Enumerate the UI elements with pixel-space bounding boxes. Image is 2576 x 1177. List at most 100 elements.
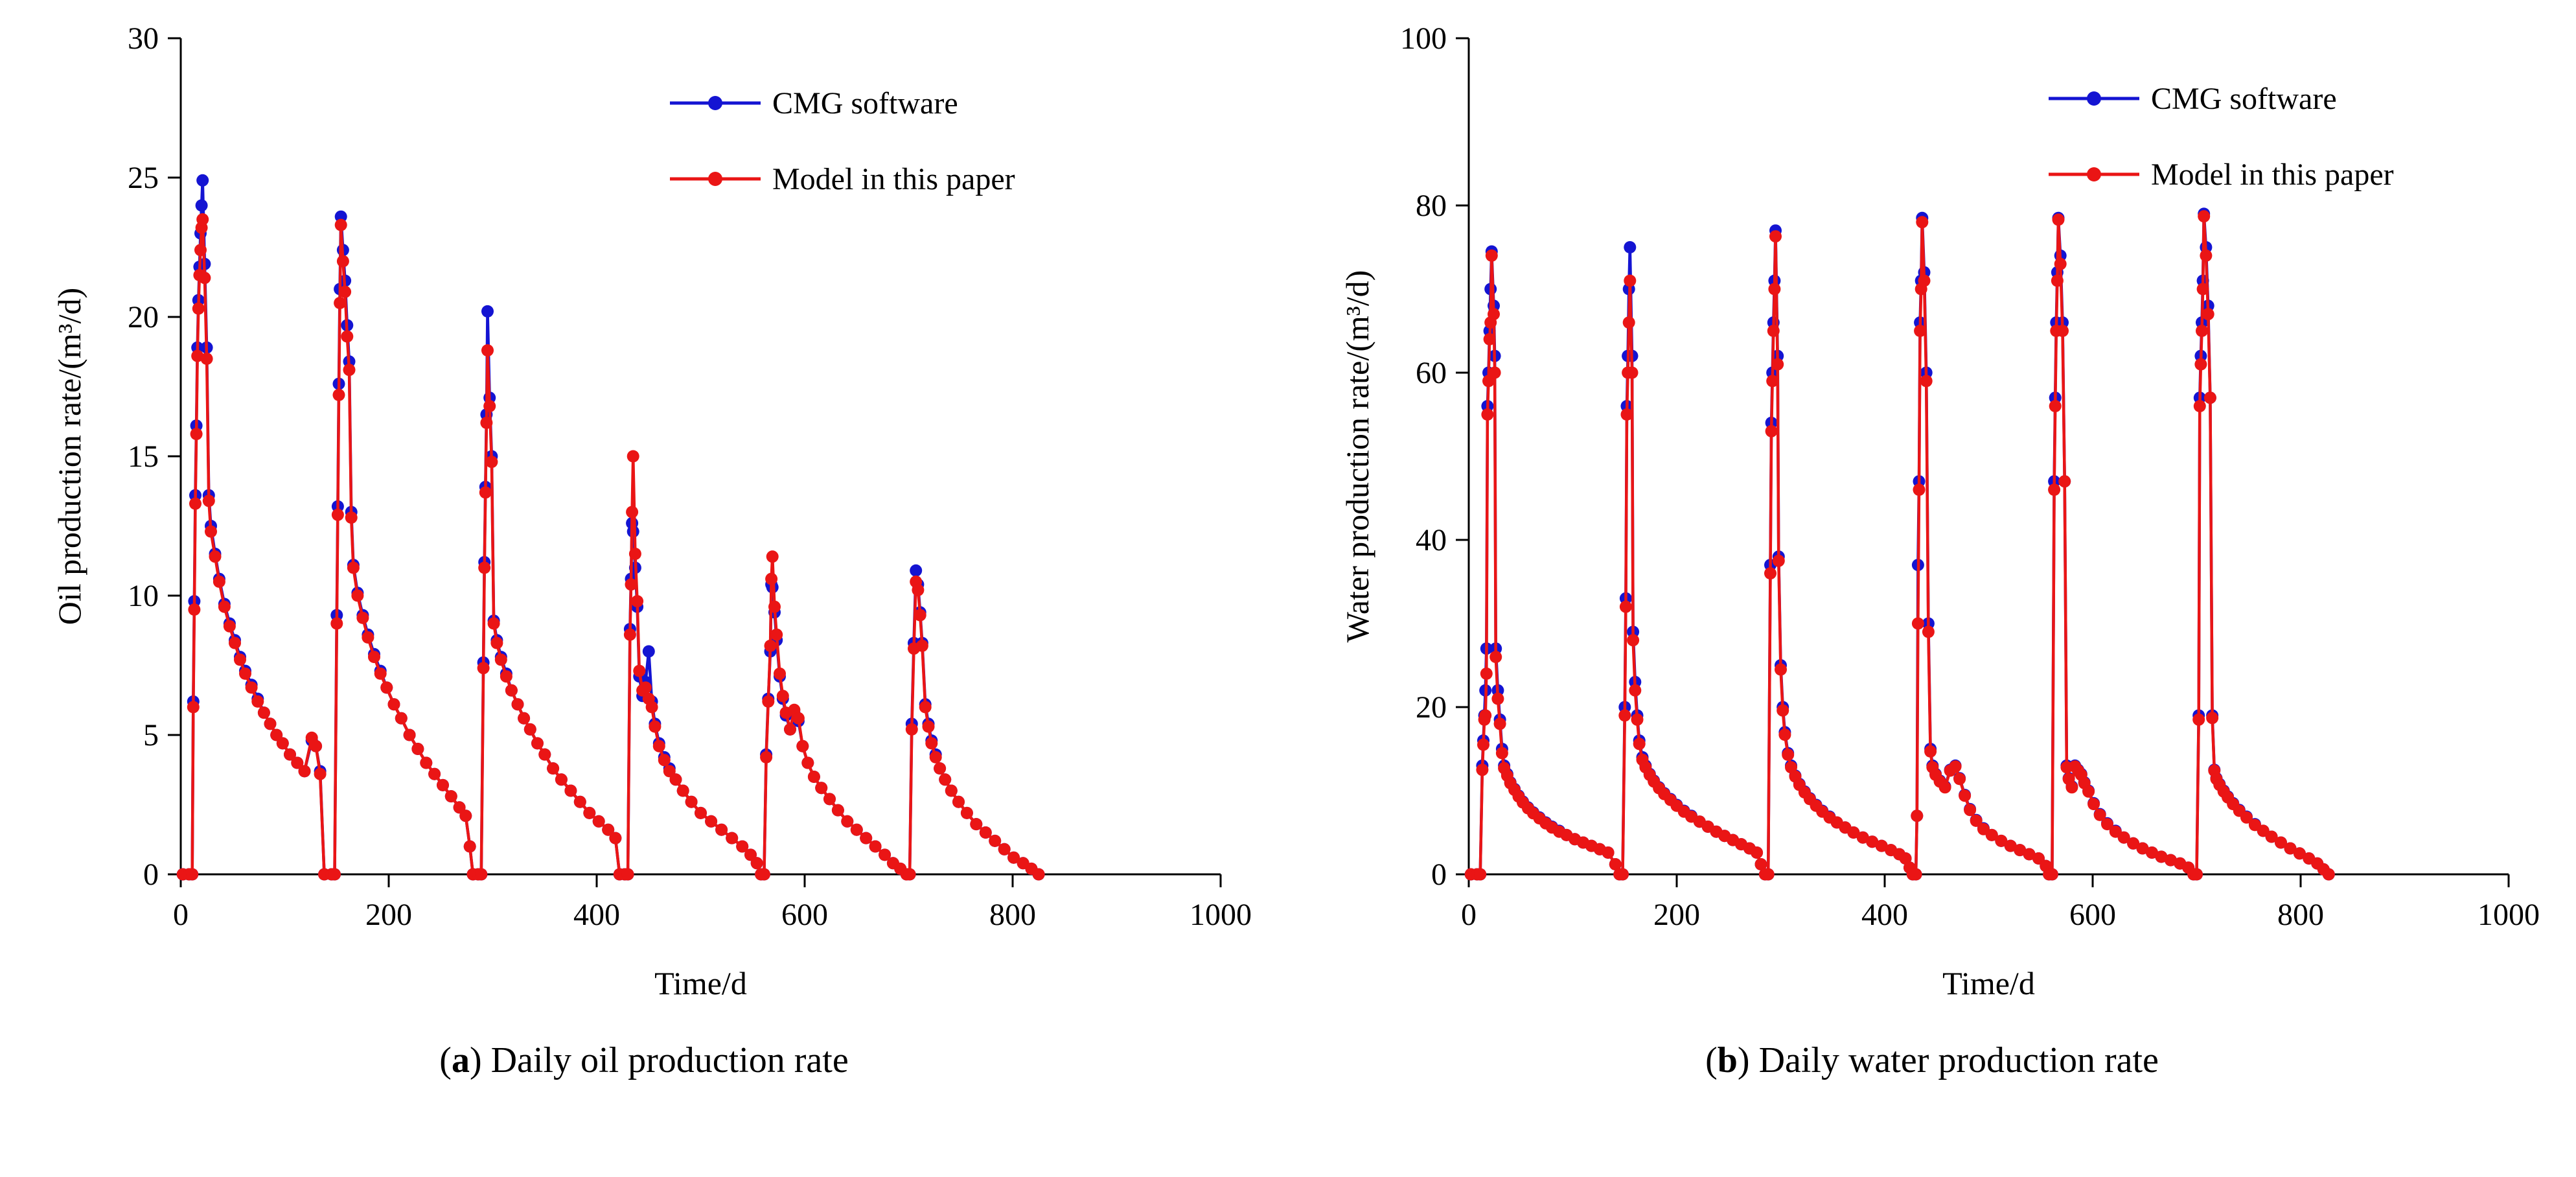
x-axis-title: Time/d [1942,965,2035,1001]
legend-label-0: CMG software [772,86,958,121]
legend-marker-0 [2087,91,2101,106]
data-point-series-1 [1476,763,1489,776]
data-point-series-1 [823,793,836,806]
data-point-series-1 [310,740,323,752]
data-point-series-1 [1477,738,1489,751]
data-point-series-1 [205,525,217,538]
data-point-series-1 [2101,818,2113,831]
data-point-series-1 [505,684,518,697]
data-point-series-1 [1911,810,1924,822]
x-tick-label: 200 [365,898,412,932]
data-point-series-1 [631,595,644,608]
caption-text: Daily water production rate [1749,1040,2159,1080]
data-point-series-1 [191,349,204,362]
data-point-series-1 [411,743,424,755]
data-point-series-1 [663,765,676,778]
data-point-series-1 [291,756,304,769]
data-point-series-1 [1627,634,1640,647]
x-tick-label: 0 [173,898,189,932]
data-point-series-1 [334,297,347,309]
data-point-series-1 [341,330,354,343]
data-point-series-1 [1602,846,1615,859]
data-point-series-1 [547,762,560,775]
x-tick-label: 800 [989,898,1036,932]
data-point-series-1 [764,639,777,652]
data-point-series-1 [726,832,739,845]
data-point-series-1 [362,631,374,644]
data-point-series-1 [518,712,531,725]
data-point-series-1 [676,784,689,797]
data-point-series-1 [627,450,639,463]
data-point-series-1 [658,754,671,767]
data-point-series-1 [1922,625,1935,638]
data-point-series-1 [919,701,932,714]
data-point-series-1 [1856,831,1869,844]
data-point-series-1 [1474,868,1487,881]
data-point-series-1 [1480,667,1493,680]
data-point-series-1 [860,832,873,845]
data-point-series-1 [760,751,773,763]
y-tick-label: 10 [128,579,159,613]
data-point-series-1 [903,868,916,881]
data-point-series-1 [229,636,241,649]
data-point-series-1 [334,218,347,231]
data-point-series-0 [910,564,923,577]
data-point-series-1 [2051,274,2064,287]
data-point-series-1 [625,578,638,591]
data-point-series-1 [481,344,494,357]
data-point-series-1 [332,388,345,401]
data-point-series-1 [784,723,796,736]
y-axis-title: Water production rate/(m³/d) [1339,270,1375,643]
data-point-series-1 [477,662,490,675]
data-point-series-0 [1624,241,1637,253]
data-point-series-1 [1032,868,1045,881]
data-point-series-1 [841,815,854,828]
data-point-series-1 [1766,375,1779,388]
data-point-series-1 [1616,868,1629,881]
data-point-series-1 [186,868,199,881]
caption-paren: ( [439,1040,452,1080]
data-point-series-1 [1754,858,1767,870]
series-line-1 [183,218,1040,876]
data-point-series-1 [187,701,200,714]
data-point-series-1 [494,653,507,666]
data-point-series-1 [1007,851,1020,864]
data-point-series-1 [188,603,201,616]
data-point-series-1 [1479,709,1492,722]
data-point-series-1 [645,701,658,714]
data-point-series-1 [929,751,942,763]
data-point-series-1 [298,765,311,778]
x-tick-label: 400 [1861,898,1908,932]
data-point-series-1 [1875,839,1888,852]
data-point-series-1 [869,840,882,853]
data-point-series-1 [1495,747,1508,760]
y-tick-label: 80 [1416,189,1447,223]
data-point-series-1 [2045,868,2058,881]
data-point-series-1 [523,723,536,736]
data-point-series-1 [2203,391,2216,404]
caption-paren: ) [469,1040,482,1080]
data-point-series-1 [2198,210,2211,223]
data-point-series-1 [555,773,568,786]
x-axis-title: Time/d [654,965,747,1001]
data-point-series-1 [453,801,466,814]
caption-oil: (a) Daily oil production rate [439,1040,848,1081]
data-point-series-1 [2155,850,2168,863]
y-tick-label: 100 [1400,21,1447,56]
data-point-series-1 [1916,216,1929,229]
data-point-series-0 [195,199,208,212]
data-point-series-1 [2058,475,2071,488]
data-point-series-1 [245,681,258,694]
data-point-series-1 [762,695,775,708]
data-point-series-1 [639,681,652,694]
y-tick-label: 20 [128,300,159,334]
data-point-series-1 [1938,781,1951,794]
data-point-series-1 [633,664,646,677]
data-point-series-1 [2065,781,2078,794]
data-point-series-1 [2275,836,2287,849]
data-point-series-1 [1618,709,1631,722]
data-point-series-1 [1609,858,1622,870]
data-point-series-1 [1631,713,1644,726]
data-point-series-1 [1775,663,1787,676]
data-point-series-1 [478,561,491,574]
